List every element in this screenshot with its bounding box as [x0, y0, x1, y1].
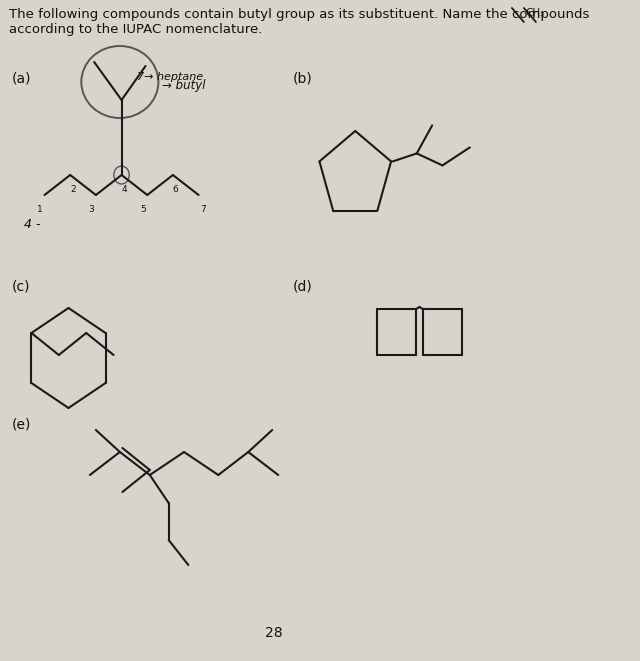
Text: (b): (b) [292, 72, 312, 86]
Text: CH₃: CH₃ [525, 8, 545, 18]
Text: 3: 3 [89, 205, 95, 214]
Text: (e): (e) [12, 418, 31, 432]
Text: → butyl: → butyl [162, 79, 205, 93]
Text: 28: 28 [265, 626, 283, 640]
Text: (a): (a) [12, 72, 31, 86]
Text: 1: 1 [37, 205, 43, 214]
Text: (c): (c) [12, 280, 31, 294]
Text: 7: 7 [200, 205, 205, 214]
Text: 5: 5 [140, 205, 146, 214]
Text: 6: 6 [173, 185, 179, 194]
Text: The following compounds contain butyl group as its substituent. Name the compoun: The following compounds contain butyl gr… [8, 8, 589, 36]
Text: (d): (d) [292, 280, 312, 294]
Text: 4: 4 [122, 185, 127, 194]
Text: 4 -: 4 - [24, 218, 40, 231]
Text: 7→ heptane: 7→ heptane [137, 72, 203, 82]
Text: 2: 2 [70, 185, 76, 194]
